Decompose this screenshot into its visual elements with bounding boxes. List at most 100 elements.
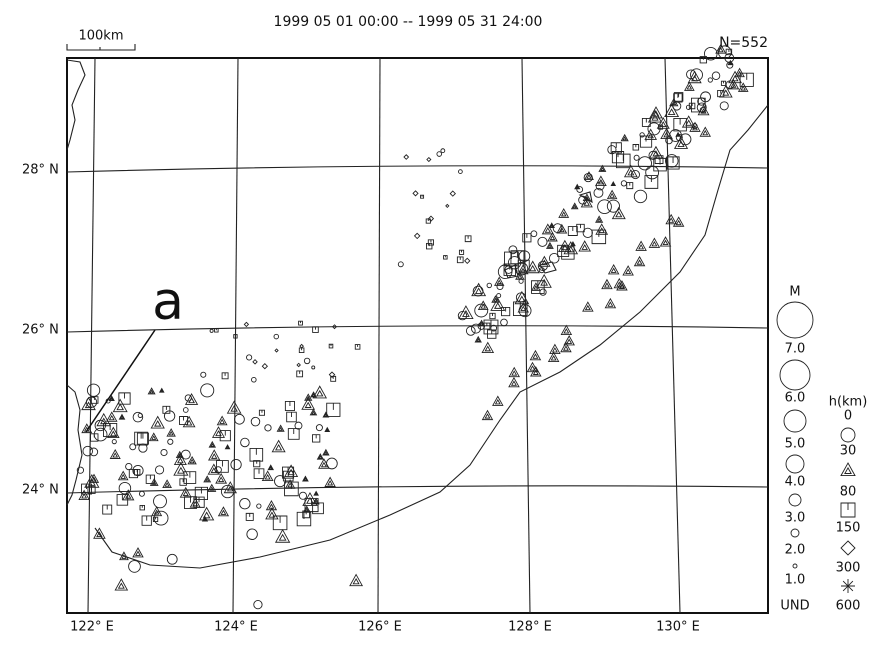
annotation-line: [85, 329, 156, 433]
event-symbol: [606, 199, 620, 213]
event-symbol: [547, 231, 558, 242]
event-symbol: [326, 402, 341, 417]
event-symbol: [538, 255, 551, 267]
event-symbol: [526, 361, 539, 373]
legend-magnitude-symbol: [788, 493, 802, 507]
event-symbol: [711, 71, 721, 80]
event-symbol: [349, 573, 364, 587]
event-symbol: [610, 181, 617, 187]
event-symbol: [150, 415, 165, 429]
event-symbol: [611, 206, 626, 220]
event-symbol: [685, 104, 692, 110]
event-symbol: [245, 512, 254, 521]
event-count: N=552: [719, 35, 768, 51]
event-symbol: [440, 148, 446, 154]
event-symbol: [633, 189, 648, 204]
event-symbol: [234, 413, 245, 425]
event-symbol: [312, 434, 321, 443]
event-symbol: [558, 239, 572, 253]
event-symbol: [719, 101, 729, 111]
event-symbol: [267, 464, 275, 471]
event-symbol: [687, 70, 702, 84]
event-symbol: [582, 301, 594, 312]
event-symbol: [315, 424, 323, 432]
legend-label: 1.0: [785, 573, 806, 588]
event-symbol: [684, 81, 695, 91]
event-symbol: [224, 444, 231, 450]
event-symbol: [298, 491, 308, 500]
event-symbol: [251, 376, 257, 383]
event-symbol: [610, 142, 622, 154]
event-symbol: [93, 527, 106, 539]
event-symbol: [132, 547, 144, 558]
event-symbol: [118, 481, 132, 495]
lat-label: 24° N: [22, 483, 59, 498]
event-symbol: [496, 283, 504, 290]
event-symbol: [137, 412, 143, 418]
legend-label: 30: [840, 444, 857, 459]
event-symbol: [226, 400, 242, 414]
event-symbol: [508, 366, 520, 378]
event-symbol: [272, 515, 288, 531]
event-symbol: [507, 256, 522, 270]
event-symbol: [597, 199, 612, 215]
event-symbol: [284, 481, 299, 497]
event-symbol: [106, 426, 120, 438]
event-symbol: [673, 117, 687, 132]
event-symbol: [302, 475, 309, 482]
map-title: 1999 05 01 00:00 -- 1999 05 31 24:00: [274, 14, 543, 30]
event-symbol: [243, 321, 250, 328]
event-symbol: [739, 72, 754, 87]
event-symbol: [162, 479, 172, 489]
event-symbol: [582, 193, 592, 202]
event-symbol: [560, 324, 573, 336]
event-symbol: [449, 190, 456, 197]
event-symbol: [112, 398, 128, 413]
event-symbol: [637, 156, 652, 171]
event-symbol: [108, 395, 115, 401]
event-symbol: [490, 297, 506, 311]
event-symbol: [567, 226, 578, 236]
event-symbol: [616, 153, 631, 169]
legend-magnitude-symbol: [776, 301, 814, 339]
event-symbol: [166, 428, 176, 437]
event-symbol: [198, 506, 215, 521]
event-symbol: [173, 453, 187, 466]
legend-label: 150: [836, 521, 861, 536]
event-symbol: [249, 448, 264, 462]
event-symbol: [183, 471, 197, 484]
lon-label: 130° E: [656, 620, 700, 635]
event-symbol: [403, 154, 410, 160]
event-symbol: [303, 357, 311, 365]
event-symbol: [208, 440, 217, 448]
event-symbol: [515, 271, 525, 280]
event-symbol: [595, 175, 607, 186]
event-symbol: [203, 475, 212, 483]
legend: M h(km) 7.0 6.0 5.0 4.0 3.0 2.0 1.0 UND 0 30 80 150…: [776, 285, 867, 614]
legend-magnitude-symbol: [785, 454, 805, 474]
event-symbol: [215, 472, 228, 484]
graticule: [66, 57, 769, 614]
event-symbol: [89, 447, 99, 457]
event-symbol: [129, 443, 137, 451]
event-symbol: [223, 481, 237, 494]
event-symbol: [622, 265, 634, 276]
event-symbol: [513, 301, 528, 316]
event-symbol: [483, 319, 499, 335]
event-symbol: [604, 297, 617, 309]
legend-depth-symbol: [840, 502, 856, 518]
event-symbol: [681, 115, 696, 128]
event-symbol: [166, 553, 178, 565]
event-symbol: [707, 77, 713, 83]
event-symbol: [420, 194, 425, 199]
event-symbol: [287, 428, 300, 440]
event-symbol: [207, 463, 221, 475]
event-symbol: [208, 449, 221, 461]
event-symbol: [302, 492, 318, 506]
event-symbol: [114, 578, 129, 591]
event-symbol: [496, 293, 502, 299]
event-symbol: [474, 303, 489, 318]
event-symbol: [665, 154, 679, 168]
